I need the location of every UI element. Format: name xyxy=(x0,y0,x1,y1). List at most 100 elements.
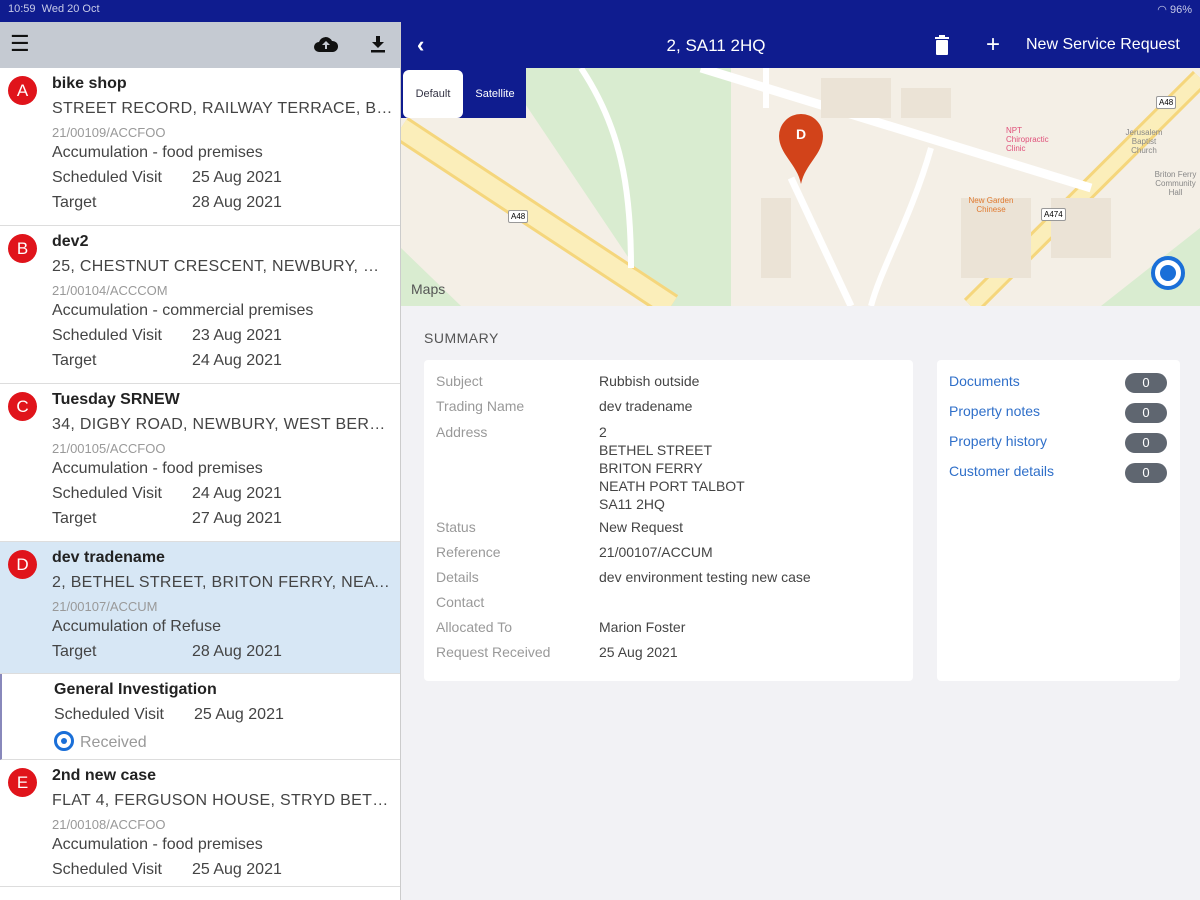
summary-field: Details dev environment testing new case xyxy=(436,569,901,594)
marker-badge: E xyxy=(8,768,37,797)
status-bar: 10:59 Wed 20 Oct ◠ 96% xyxy=(0,0,1200,22)
poi-label: NPT Chiropractic Clinic xyxy=(1006,126,1049,153)
back-icon[interactable]: ‹ xyxy=(417,32,425,57)
summary-field: Trading Name dev tradename xyxy=(436,398,901,423)
case-list-panel: ☰ A bike shop STREET RECORD, RAILWAY TER… xyxy=(0,22,401,900)
detail-header: ‹ 2, SA11 2HQ + New Service Request xyxy=(401,22,1200,68)
case-address: 34, DIGBY ROAD, NEWBURY, WEST BERKSHIRE xyxy=(52,416,394,433)
case-address: STREET RECORD, RAILWAY TERRACE, BRITON F… xyxy=(52,100,394,117)
link-property-notes[interactable]: Property notes 0 xyxy=(949,403,1167,433)
case-title: dev tradename xyxy=(52,549,165,566)
summary-field: Subject Rubbish outside xyxy=(436,373,901,398)
page-title: 2, SA11 2HQ xyxy=(666,36,766,55)
case-list-item[interactable]: E 2nd new case FLAT 4, FERGUSON HOUSE, S… xyxy=(0,760,400,887)
map-canvas xyxy=(401,68,1200,306)
new-service-request-button[interactable]: New Service Request xyxy=(1026,36,1180,53)
field-value: 21/00107/ACCUM xyxy=(599,544,713,560)
received-status-icon xyxy=(54,731,74,751)
poi-label: New Garden Chinese xyxy=(968,196,1014,214)
summary-field: Reference 21/00107/ACCUM xyxy=(436,544,901,569)
case-title: Tuesday SRNEW xyxy=(52,391,180,408)
case-reference: 21/00109/ACCFOO xyxy=(52,125,166,140)
road-label: A474 xyxy=(1041,208,1066,221)
link-customer-details[interactable]: Customer details 0 xyxy=(949,463,1167,493)
date-line: Scheduled Visit 25 Aug 2021 xyxy=(54,706,284,723)
link-documents[interactable]: Documents 0 xyxy=(949,373,1167,403)
field-value: Marion Foster xyxy=(599,619,686,635)
date-line: Scheduled Visit 25 Aug 2021 xyxy=(52,861,282,878)
count-badge: 0 xyxy=(1125,403,1167,423)
case-list-item[interactable]: A bike shop STREET RECORD, RAILWAY TERRA… xyxy=(0,68,400,226)
case-list-item[interactable]: D dev tradename 2, BETHEL STREET, BRITON… xyxy=(0,542,400,674)
case-list-item[interactable]: B dev2 25, CHESTNUT CRESCENT, NEWBURY, W… xyxy=(0,226,400,384)
date-line: Target 24 Aug 2021 xyxy=(52,352,282,369)
sub-item[interactable]: General Investigation Scheduled Visit 25 … xyxy=(0,674,400,760)
date: Wed 20 Oct xyxy=(41,3,100,15)
status-line: Received xyxy=(54,731,400,756)
road-label: A48 xyxy=(1156,96,1177,109)
case-reference: 21/00105/ACCFOO xyxy=(52,441,166,456)
locate-icon[interactable] xyxy=(1151,256,1185,290)
summary-field: Status New Request xyxy=(436,519,901,544)
summary-field: Address 2 BETHEL STREET BRITON FERRY NEATH P… xyxy=(436,424,745,512)
summary-card: Subject Rubbish outside Trading Name dev tr… xyxy=(424,360,913,681)
marker-badge: B xyxy=(8,234,37,263)
field-value: Rubbish outside xyxy=(599,373,700,389)
summary-field: Request Received 25 Aug 2021 xyxy=(436,644,901,669)
case-type: Accumulation of Refuse xyxy=(52,618,221,635)
poi-label: Jerusalem Baptist Church xyxy=(1125,128,1163,155)
road-label: A48 xyxy=(508,210,529,223)
date-line: Scheduled Visit 23 Aug 2021 xyxy=(52,327,282,344)
case-type: Accumulation - food premises xyxy=(52,144,263,161)
map-tab-default[interactable]: Default xyxy=(403,70,463,118)
count-badge: 0 xyxy=(1125,373,1167,393)
poi-label: Briton Ferry Community Hall xyxy=(1154,170,1197,197)
maps-attribution: Maps xyxy=(411,281,446,297)
summary-field: Allocated To Marion Foster xyxy=(436,619,901,644)
pin-label: D xyxy=(795,126,807,142)
wifi-icon: ◠ xyxy=(1157,4,1167,16)
case-reference: 21/00108/ACCFOO xyxy=(52,817,166,832)
marker-badge: D xyxy=(8,550,37,579)
count-badge: 0 xyxy=(1125,433,1167,453)
map-pin[interactable]: D xyxy=(779,114,823,184)
case-reference: 21/00107/ACCUM xyxy=(52,599,158,614)
plus-icon[interactable]: + xyxy=(986,31,1001,58)
field-value: dev environment testing new case xyxy=(599,569,811,585)
map-tab-satellite[interactable]: Satellite xyxy=(475,88,515,100)
case-address: FLAT 4, FERGUSON HOUSE, STRYD BETHEL xyxy=(52,792,394,809)
summary-heading: SUMMARY xyxy=(424,330,499,346)
cloud-upload-icon[interactable] xyxy=(313,34,339,60)
case-type: Accumulation - food premises xyxy=(52,460,263,477)
trash-icon[interactable] xyxy=(934,34,950,61)
field-value: 2 BETHEL STREET BRITON FERRY NEATH PORT TAL… xyxy=(599,424,745,512)
marker-badge: A xyxy=(8,76,37,105)
case-title: 2nd new case xyxy=(52,767,157,784)
case-type: Accumulation - commercial premises xyxy=(52,302,314,319)
download-icon[interactable] xyxy=(369,34,387,60)
link-property-history[interactable]: Property history 0 xyxy=(949,433,1167,463)
date-line: Target 28 Aug 2021 xyxy=(52,643,282,660)
field-value: 25 Aug 2021 xyxy=(599,644,678,660)
count-badge: 0 xyxy=(1125,463,1167,483)
case-type: Accumulation - food premises xyxy=(52,836,263,853)
time: 10:59 xyxy=(8,3,36,15)
map-view[interactable]: Default Satellite D A48 A474 A48 NPT Chi… xyxy=(401,68,1200,306)
date-line: Scheduled Visit 25 Aug 2021 xyxy=(52,169,282,186)
hamburger-icon[interactable]: ☰ xyxy=(10,31,30,56)
date-line: Target 27 Aug 2021 xyxy=(52,510,282,527)
case-title: bike shop xyxy=(52,75,127,92)
case-address: 25, CHESTNUT CRESCENT, NEWBURY, WEST BER… xyxy=(52,258,394,275)
links-card: Documents 0 Property notes 0 Property histor… xyxy=(937,360,1180,681)
case-list-item[interactable]: C Tuesday SRNEW 34, DIGBY ROAD, NEWBURY,… xyxy=(0,384,400,542)
battery: 96% xyxy=(1169,4,1192,16)
summary-field: Contact xyxy=(436,594,485,610)
case-title: dev2 xyxy=(52,233,89,250)
date-line: Target 28 Aug 2021 xyxy=(52,194,282,211)
date-line: Scheduled Visit 24 Aug 2021 xyxy=(52,485,282,502)
marker-badge: C xyxy=(8,392,37,421)
list-header: ☰ xyxy=(0,22,400,68)
case-address: 2, BETHEL STREET, BRITON FERRY, NEATH PO… xyxy=(52,574,394,591)
field-value: dev tradename xyxy=(599,398,693,414)
sub-item-title: General Investigation xyxy=(54,681,217,698)
